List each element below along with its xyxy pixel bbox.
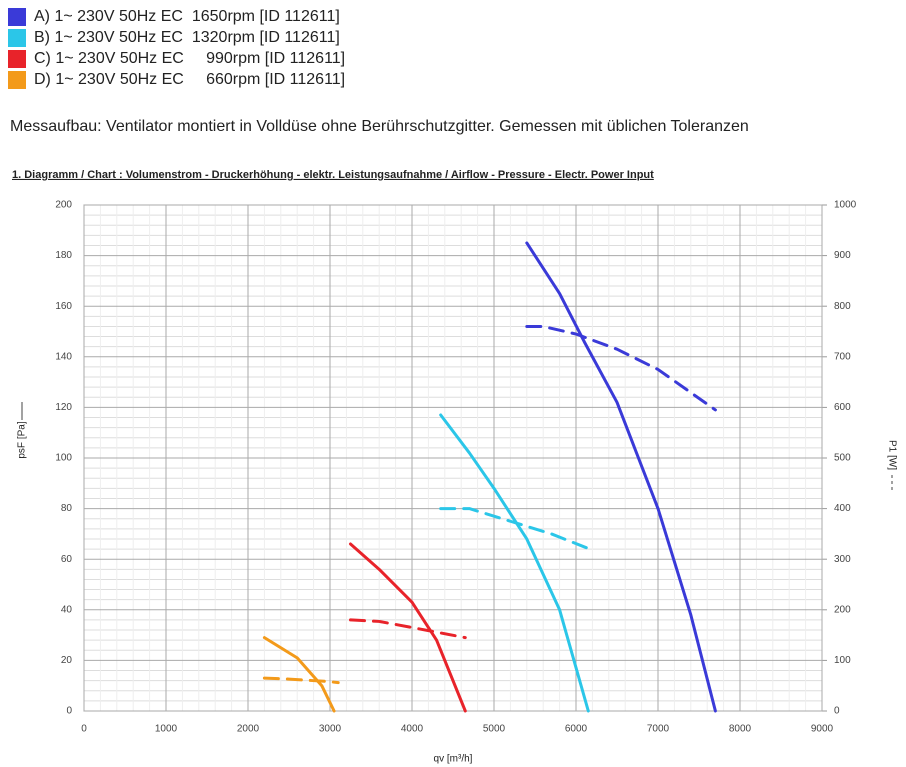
legend-swatch [8,50,26,68]
y-tick-label: 140 [55,351,72,362]
x-tick-label: 4000 [401,724,424,735]
x-tick-label: 6000 [565,724,588,735]
x-tick-label: 7000 [647,724,670,735]
chart-title: 1. Diagramm / Chart : Volumenstrom - Dru… [12,169,654,181]
legend-label: D) 1~ 230V 50Hz EC 660rpm [ID 112611] [34,71,345,88]
x-tick-label: 0 [81,724,87,735]
power-line [349,618,467,640]
note: Messaufbau: Ventilator montiert in Volld… [10,118,749,135]
y2-axis-label: P1 [W] [886,440,897,470]
y-tick-label: 200 [55,200,72,211]
y-tick-label: 40 [61,604,73,615]
pressure-line [349,542,467,713]
legend-swatch [8,71,26,89]
legend-swatch [8,8,26,26]
y-tick-label: 160 [55,301,72,312]
x-axis-label: qv [m³/h] [434,754,473,765]
y-tick-label: 100 [55,453,72,464]
legend-swatch [8,29,26,47]
x-tick-label: 5000 [483,724,506,735]
power-line [439,507,594,552]
y2-tick-label: 0 [834,706,840,717]
x-tick-label: 8000 [729,724,752,735]
y2-tick-label: 700 [834,351,851,362]
y-tick-label: 60 [61,554,73,565]
pressure-line [439,413,590,713]
pressure-line [525,241,717,713]
y2-tick-label: 200 [834,604,851,615]
legend-label: A) 1~ 230V 50Hz EC 1650rpm [ID 112611] [34,8,340,25]
x-tick-label: 3000 [319,724,342,735]
x-tick-label: 2000 [237,724,260,735]
x-tick-label: 1000 [155,724,178,735]
y2-tick-label: 600 [834,402,851,413]
y2-tick-label: 100 [834,655,851,666]
power-line [262,676,340,685]
legend-label: B) 1~ 230V 50Hz EC 1320rpm [ID 112611] [34,29,340,46]
y2-tick-label: 900 [834,250,851,261]
y-tick-label: 0 [66,706,72,717]
y2-tick-label: 800 [834,301,851,312]
y-tick-label: 180 [55,250,72,261]
legend-label: C) 1~ 230V 50Hz EC 990rpm [ID 112611] [34,50,345,67]
y2-tick-label: 400 [834,503,851,514]
y2-tick-label: 1000 [834,200,857,211]
y-tick-label: 120 [55,402,72,413]
x-tick-label: 9000 [811,724,834,735]
y2-tick-label: 300 [834,554,851,565]
pressure-line [262,636,336,713]
y-axis-label: psF [Pa] [17,421,28,458]
y2-tick-label: 500 [834,453,851,464]
y-tick-label: 80 [61,503,73,514]
y-tick-label: 20 [61,655,73,666]
power-line [525,324,717,412]
